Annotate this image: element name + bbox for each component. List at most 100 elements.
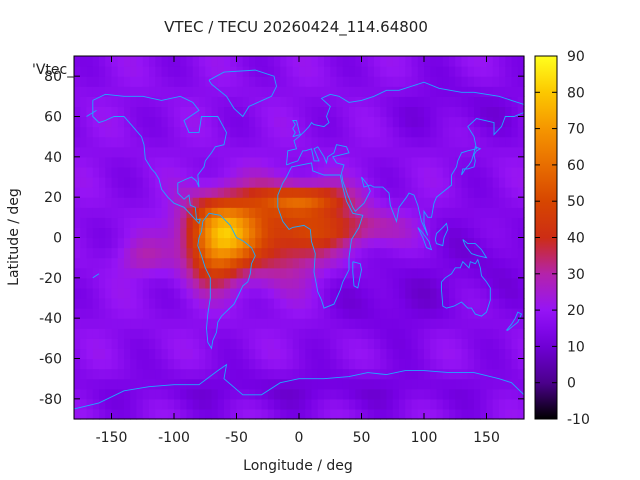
- heatmap-cell: [517, 328, 525, 339]
- heatmap-cell: [386, 388, 394, 400]
- heatmap-cell: [392, 408, 400, 420]
- heatmap-cell: [505, 318, 513, 329]
- heatmap-cell: [117, 348, 125, 360]
- heatmap-cell: [511, 56, 519, 67]
- heatmap-cell: [161, 257, 169, 269]
- heatmap-cell: [249, 86, 256, 97]
- heatmap-cell: [317, 328, 325, 339]
- heatmap-cell: [92, 197, 100, 208]
- heatmap-cell: [305, 146, 313, 158]
- heatmap-cell: [205, 237, 213, 249]
- heatmap-cell: [130, 156, 138, 168]
- heatmap-cell: [99, 66, 106, 77]
- heatmap-cell: [161, 207, 169, 218]
- heatmap-cell: [317, 66, 325, 77]
- heatmap-cell: [124, 156, 131, 168]
- heatmap-cell: [117, 227, 125, 239]
- heatmap-cell: [361, 267, 369, 279]
- heatmap-cell: [155, 126, 163, 138]
- heatmap-cell: [230, 106, 238, 118]
- heatmap-cell: [324, 156, 331, 168]
- heatmap-cell: [474, 267, 481, 279]
- heatmap-cell: [186, 247, 194, 259]
- heatmap-cell: [424, 267, 431, 279]
- heatmap-cell: [155, 338, 163, 350]
- heatmap-cell: [386, 247, 394, 259]
- heatmap-cell: [255, 86, 263, 97]
- heatmap-cell: [149, 257, 156, 269]
- heatmap-cell: [449, 136, 456, 148]
- heatmap-cell: [417, 338, 425, 350]
- heatmap-cell: [142, 56, 150, 67]
- heatmap-cell: [405, 308, 413, 319]
- heatmap-cell: [161, 156, 169, 168]
- heatmap-cell: [124, 267, 131, 279]
- heatmap-cell: [305, 197, 313, 208]
- heatmap-cell: [105, 207, 113, 218]
- heatmap-cell: [217, 96, 225, 108]
- heatmap-cell: [486, 177, 494, 188]
- heatmap-cell: [399, 348, 406, 360]
- heatmap-cell: [361, 177, 369, 188]
- heatmap-cell: [436, 378, 444, 390]
- heatmap-cell: [92, 358, 100, 370]
- heatmap-cell: [74, 398, 81, 410]
- heatmap-cell: [324, 368, 331, 380]
- heatmap-cell: [124, 86, 131, 97]
- heatmap-cell: [92, 187, 100, 198]
- heatmap-cell: [105, 308, 113, 319]
- heatmap-cell: [399, 287, 406, 299]
- heatmap-cell: [249, 408, 256, 420]
- heatmap-cell: [211, 388, 219, 400]
- heatmap-cell: [480, 227, 488, 239]
- heatmap-cell: [455, 227, 463, 239]
- heatmap-cell: [374, 96, 381, 108]
- heatmap-cell: [124, 388, 131, 400]
- heatmap-cell: [149, 277, 156, 289]
- heatmap-cell: [480, 56, 488, 67]
- heatmap-cell: [105, 267, 113, 279]
- heatmap-cell: [517, 267, 525, 279]
- heatmap-cell: [480, 237, 488, 249]
- heatmap-cell: [274, 318, 281, 329]
- heatmap-cell: [117, 257, 125, 269]
- heatmap-cell: [342, 368, 350, 380]
- heatmap-cell: [486, 298, 494, 309]
- heatmap-cell: [111, 287, 119, 299]
- heatmap-cell: [249, 298, 256, 309]
- heatmap-cell: [192, 116, 200, 128]
- heatmap-cell: [361, 338, 369, 350]
- heatmap-cell: [142, 298, 150, 309]
- heatmap-cell: [199, 76, 206, 87]
- heatmap-cell: [161, 56, 169, 67]
- heatmap-cell: [80, 106, 88, 118]
- heatmap-cell: [424, 187, 431, 198]
- heatmap-cell: [480, 318, 488, 329]
- heatmap-cell: [267, 257, 275, 269]
- heatmap-cell: [517, 146, 525, 158]
- heatmap-cell: [486, 378, 494, 390]
- heatmap-cell: [136, 408, 144, 420]
- heatmap-cell: [349, 136, 356, 148]
- heatmap-cell: [449, 116, 456, 128]
- heatmap-cell: [424, 166, 431, 178]
- heatmap-cell: [155, 166, 163, 178]
- heatmap-cell: [230, 328, 238, 339]
- heatmap-cell: [192, 227, 200, 239]
- heatmap-cell: [274, 408, 281, 420]
- heatmap-cell: [261, 388, 269, 400]
- heatmap-cell: [192, 146, 200, 158]
- heatmap-cell: [492, 96, 500, 108]
- heatmap-cell: [486, 197, 494, 208]
- heatmap-cell: [280, 227, 288, 239]
- heatmap-cell: [217, 146, 225, 158]
- heatmap-cell: [486, 86, 494, 97]
- heatmap-cell: [455, 338, 463, 350]
- heatmap-cell: [86, 378, 94, 390]
- heatmap-cell: [186, 398, 194, 410]
- heatmap-cell: [105, 86, 113, 97]
- heatmap-cell: [342, 398, 350, 410]
- heatmap-cell: [374, 106, 381, 118]
- heatmap-cell: [517, 318, 525, 329]
- heatmap-cell: [455, 328, 463, 339]
